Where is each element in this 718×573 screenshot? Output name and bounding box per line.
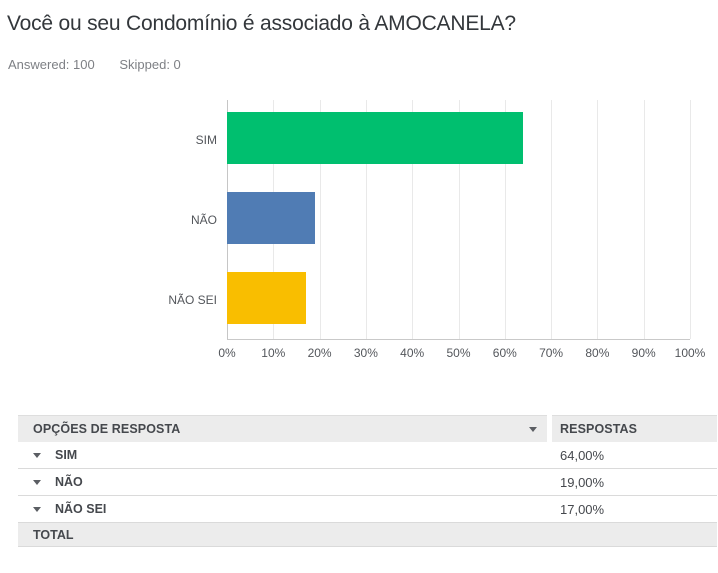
gridline (319, 100, 321, 339)
expand-row-caret-icon[interactable] (33, 479, 41, 485)
bar-category-label: NÃO (190, 213, 217, 227)
x-tick-label: 100% (674, 346, 706, 360)
answer-option-cell: NÃO (18, 475, 552, 489)
response-meta: Answered: 100 Skipped: 0 (8, 57, 202, 72)
answer-option-label: NÃO (55, 475, 83, 489)
gridline (458, 100, 460, 339)
question-title: Você ou seu Condomínio é associado à AMO… (7, 12, 516, 35)
expand-row-caret-icon[interactable] (33, 506, 41, 512)
table-body: SIM 64,00% NÃO 19,00% NÃO SEI 17,00% (18, 442, 717, 523)
x-tick-label: 0% (218, 346, 236, 360)
answer-option-label: SIM (55, 448, 78, 462)
answer-option-cell: SIM (18, 448, 552, 462)
table-header-row: OPÇÕES DE RESPOSTA RESPOSTAS (18, 415, 717, 442)
gridline (504, 100, 506, 339)
sort-dropdown-caret-icon[interactable] (529, 426, 537, 432)
x-tick-label: 90% (631, 346, 656, 360)
x-tick-label: 40% (400, 346, 425, 360)
gridline (643, 100, 645, 339)
gridline (551, 100, 553, 339)
gridline (690, 100, 691, 339)
chart-bars: SIM NÃO NÃO SEI (0, 100, 718, 340)
bar-track (227, 100, 690, 180)
header-label-answer-options: OPÇÕES DE RESPOSTA (33, 422, 181, 436)
total-label: TOTAL (33, 527, 74, 542)
chart-row: NÃO (0, 180, 718, 260)
x-tick-label: 30% (353, 346, 378, 360)
bar-não (227, 192, 315, 244)
results-table: OPÇÕES DE RESPOSTA RESPOSTAS SIM 64,00% NÃ… (18, 415, 717, 547)
chart-x-axis: 0% 10% 20% 30% 40% 50% 60% 70% 80% 90% 100% (218, 346, 705, 364)
answered-count: Answered: 100 (8, 57, 95, 72)
response-percentage: 17,00% (560, 501, 605, 517)
table-footer-row: TOTAL (18, 523, 717, 547)
header-cell-responses[interactable]: RESPOSTAS (552, 415, 717, 442)
chart-row: SIM (0, 100, 718, 180)
gridline (365, 100, 367, 339)
skipped-count: Skipped: 0 (119, 57, 181, 72)
header-cell-answer-options[interactable]: OPÇÕES DE RESPOSTA (18, 415, 547, 442)
bar-track (227, 260, 690, 340)
bar-não-sei (227, 272, 306, 324)
bar-chart: SIM NÃO NÃO SEI 0% 10% 20% 30% 40% 50% 60% 70% 80%… (0, 100, 718, 364)
response-percentage: 64,00% (560, 447, 605, 463)
chart-row: NÃO SEI (0, 260, 718, 340)
table-row: SIM 64,00% (18, 442, 717, 469)
table-row: NÃO SEI 17,00% (18, 496, 717, 523)
bar-track (227, 180, 690, 260)
x-tick-label: 80% (585, 346, 610, 360)
bar-sim (227, 112, 524, 164)
answer-option-label: NÃO SEI (55, 502, 107, 516)
header-label-responses: RESPOSTAS (560, 422, 638, 436)
expand-row-caret-icon[interactable] (33, 452, 41, 458)
x-tick-label: 20% (307, 346, 332, 360)
x-tick-label: 50% (446, 346, 471, 360)
gridline (597, 100, 599, 339)
answer-option-cell: NÃO SEI (18, 502, 552, 516)
x-tick-label: 70% (539, 346, 564, 360)
response-percentage: 19,00% (560, 474, 605, 490)
gridline (412, 100, 414, 339)
table-row: NÃO 19,00% (18, 469, 717, 496)
x-tick-label: 60% (492, 346, 517, 360)
bar-category-label: NÃO SEI (168, 293, 217, 307)
x-tick-label: 10% (261, 346, 286, 360)
bar-category-label: SIM (195, 133, 217, 147)
